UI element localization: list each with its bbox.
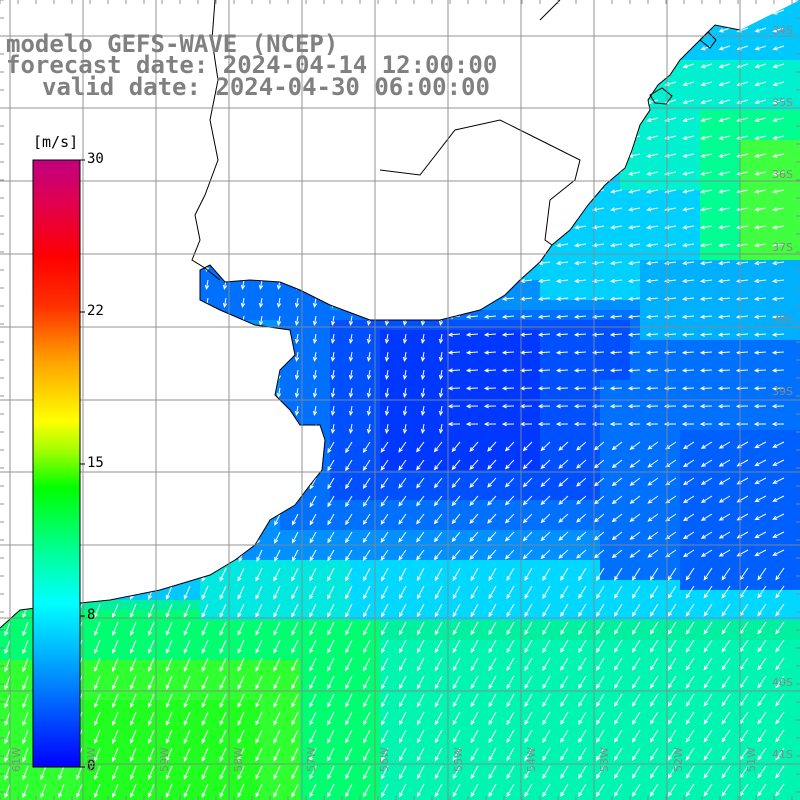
coastline [0,24,741,629]
land-mass [0,0,740,628]
title-model: modelo GEFS-WAVE (NCEP) [6,30,339,58]
lon-label-52w: 52W [672,747,685,772]
lon-label-60w: 60W [85,747,98,772]
title-forecast-date: forecast date: 2024-04-14 12:00:00 [6,51,498,79]
lat-label-35s: 35S [772,96,793,109]
colorbar [32,159,85,768]
lon-label-55w: 55W [452,747,465,772]
colorbar-tick-8: 8 [87,607,96,623]
lat-label-36s: 36S [772,168,793,181]
lat-label-40s: 40S [772,676,793,689]
colorbar-tick-15: 15 [87,455,104,471]
lon-label-61w: 61W [10,747,23,772]
title-valid-date: valid date: 2024-04-30 06:00:00 [42,73,490,101]
lon-label-53w: 53W [598,747,611,772]
lat-label-34s: 34S [772,24,793,37]
colorbar-tick-22: 22 [87,303,104,319]
lon-label-57w: 57W [305,747,318,772]
lat-label-39s: 39S [772,385,793,398]
colorbar-tick-30: 30 [87,151,104,167]
lon-label-58w: 58W [232,747,245,772]
lat-label-38s: 38S [772,313,793,326]
lon-label-59w: 59W [158,747,171,772]
lagoon-outline [649,31,717,105]
colorbar-tick-0: 0 [87,758,96,774]
lon-label-54w: 54W [525,747,538,772]
lat-label-41s: 41S [772,748,793,761]
lon-label-56w: 56W [378,747,391,772]
lat-label-37s: 37S [772,241,793,254]
uruguay-river-border [191,0,581,281]
lon-label-51w: 51W [745,747,758,772]
colorbar-unit: [m/s] [33,133,79,151]
